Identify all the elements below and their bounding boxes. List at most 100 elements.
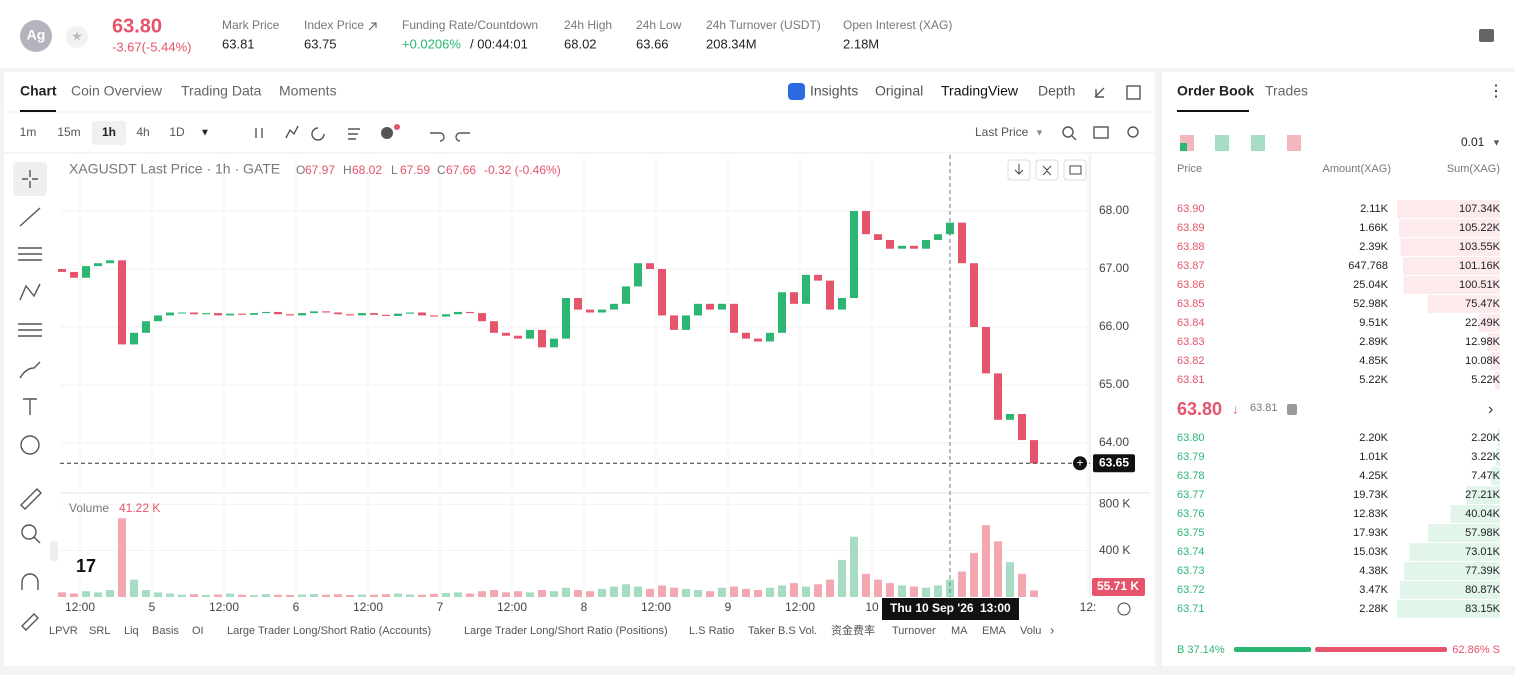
add-indicator[interactable] bbox=[381, 127, 393, 139]
indicator[interactable]: MA bbox=[951, 625, 968, 637]
candle bbox=[850, 211, 859, 299]
book-amount: 647.768 bbox=[1348, 260, 1388, 272]
indicator[interactable]: Large Trader Long/Short Ratio (Accounts) bbox=[227, 625, 431, 637]
buy-ratio-bar bbox=[1234, 647, 1312, 652]
book-amount: 17.93K bbox=[1353, 527, 1389, 539]
caret: ▼ bbox=[1035, 127, 1044, 137]
tab[interactable]: Coin Overview bbox=[71, 83, 163, 99]
volume-bar bbox=[898, 585, 907, 597]
volume-bar bbox=[862, 573, 871, 597]
indicator[interactable]: L.S Ratio bbox=[689, 625, 734, 637]
volume-bar bbox=[766, 587, 775, 597]
view-tab[interactable]: Insights bbox=[810, 83, 858, 99]
interval[interactable]: 1m bbox=[20, 125, 37, 139]
candle bbox=[886, 240, 895, 249]
chart-panel bbox=[4, 72, 1155, 666]
indicator[interactable]: Large Trader Long/Short Ratio (Positions… bbox=[464, 625, 668, 637]
volume-bar bbox=[513, 591, 522, 597]
stat-label: Open Interest (XAG) bbox=[843, 18, 952, 32]
badge bbox=[394, 124, 400, 130]
candle bbox=[646, 263, 655, 270]
book-price: 63.89 bbox=[1177, 222, 1205, 234]
candle bbox=[345, 314, 354, 316]
view-tab[interactable]: Depth bbox=[1038, 83, 1075, 99]
book-price: 63.74 bbox=[1177, 546, 1205, 558]
volume-bar bbox=[405, 594, 414, 597]
y-tick-label: 65.00 bbox=[1099, 377, 1129, 391]
volume-bar bbox=[273, 594, 282, 597]
candle bbox=[249, 313, 258, 315]
favorite[interactable] bbox=[66, 26, 88, 48]
add-alert[interactable] bbox=[1073, 456, 1087, 471]
book-amount: 19.73K bbox=[1353, 489, 1389, 501]
candle bbox=[477, 313, 486, 322]
candle bbox=[261, 311, 270, 314]
settings[interactable] bbox=[1117, 602, 1131, 616]
x-tick-label: 10 bbox=[865, 600, 879, 614]
book-sum: 12.98K bbox=[1465, 336, 1501, 348]
candle bbox=[862, 211, 871, 235]
interval[interactable]: 1h bbox=[102, 125, 116, 139]
view-tab[interactable]: TradingView bbox=[941, 83, 1019, 99]
candle bbox=[634, 263, 643, 287]
view-tab[interactable]: Original bbox=[875, 83, 923, 99]
volume-bar bbox=[453, 592, 462, 597]
depth-bar bbox=[1494, 371, 1500, 389]
indicator[interactable]: OI bbox=[192, 625, 204, 637]
candle bbox=[826, 280, 835, 310]
volume-bar bbox=[417, 594, 426, 597]
interval[interactable]: 15m bbox=[57, 125, 80, 139]
book-filter[interactable] bbox=[1251, 135, 1265, 151]
indicator[interactable]: 资金费率 bbox=[831, 623, 875, 637]
indicator[interactable]: LPVR bbox=[49, 625, 78, 637]
tool-selected bbox=[13, 162, 47, 196]
candle bbox=[537, 329, 546, 348]
precision[interactable]: 0.01 bbox=[1461, 135, 1485, 149]
tab[interactable]: Chart bbox=[20, 83, 57, 99]
volume-bar bbox=[429, 593, 438, 597]
interval[interactable]: 4h bbox=[136, 125, 149, 139]
book-filter[interactable] bbox=[1287, 135, 1301, 151]
interval-selected bbox=[92, 121, 126, 145]
candle bbox=[453, 311, 462, 315]
buy-ratio: B 37.14% bbox=[1177, 644, 1225, 656]
indicator[interactable]: EMA bbox=[982, 625, 1007, 637]
book-icon[interactable] bbox=[1479, 29, 1494, 42]
book-price: 63.84 bbox=[1177, 317, 1205, 329]
y-tick-label: 66.00 bbox=[1099, 319, 1129, 333]
stat-value: 63.66 bbox=[636, 36, 669, 51]
menu[interactable]: ⋮ bbox=[1488, 83, 1504, 100]
volume-bar bbox=[598, 588, 607, 597]
book-amount: 4.85K bbox=[1359, 355, 1388, 367]
volume-bar bbox=[345, 594, 354, 597]
volume-bar bbox=[934, 585, 943, 597]
tab[interactable]: Trading Data bbox=[181, 83, 262, 99]
indicator[interactable]: Volu bbox=[1020, 625, 1041, 637]
indicator[interactable]: Liq bbox=[124, 625, 139, 637]
book-sum: 101.16K bbox=[1459, 260, 1501, 272]
collapse[interactable] bbox=[50, 541, 58, 561]
more[interactable]: › bbox=[1050, 622, 1054, 637]
book-filter[interactable] bbox=[1215, 135, 1229, 151]
last-price-tag: 63.65 bbox=[1099, 455, 1129, 469]
stat-value: 208.34M bbox=[706, 36, 757, 51]
stat-value: 2.18M bbox=[843, 36, 879, 51]
volume-tag-bg bbox=[1092, 578, 1145, 596]
indicator[interactable]: SRL bbox=[89, 625, 110, 637]
book-tab[interactable]: Order Book bbox=[1177, 83, 1254, 99]
indicator[interactable]: Taker B.S Vol. bbox=[748, 625, 817, 637]
chevron[interactable]: › bbox=[1488, 401, 1493, 418]
indicator[interactable]: Turnover bbox=[892, 625, 936, 637]
volume-bar bbox=[682, 588, 691, 597]
volume-bar bbox=[982, 525, 991, 597]
tab[interactable]: Moments bbox=[279, 83, 337, 99]
volume-bar bbox=[357, 594, 366, 597]
book-amount: 1.01K bbox=[1359, 451, 1388, 463]
book-tab[interactable]: Trades bbox=[1265, 83, 1308, 99]
indicator[interactable]: Basis bbox=[152, 625, 179, 637]
book-sum: 73.01K bbox=[1465, 546, 1501, 558]
stat-value: 63.75 bbox=[304, 36, 337, 51]
volume-bar bbox=[525, 592, 534, 597]
candle bbox=[57, 269, 66, 272]
interval[interactable]: 1D bbox=[169, 125, 185, 139]
